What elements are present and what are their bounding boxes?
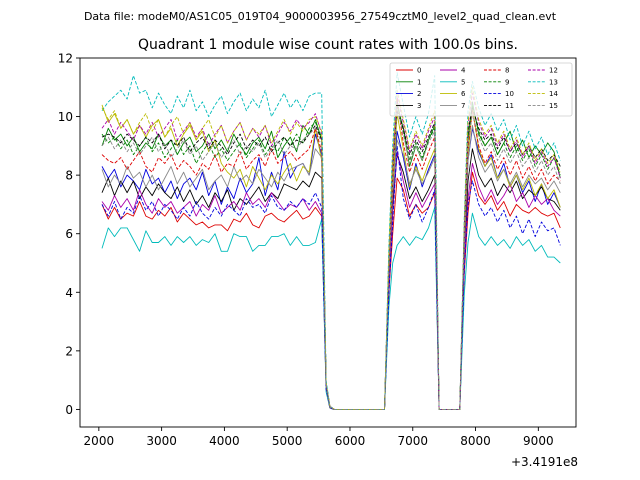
- y-tick-label-4: 4: [65, 286, 73, 300]
- x-tick-label-3000: 3000: [146, 434, 177, 448]
- series-line-14: [101, 86, 561, 410]
- x-tick-label-4000: 4000: [209, 434, 240, 448]
- x-tick-label-8000: 8000: [460, 434, 491, 448]
- legend-label-1: 1: [417, 78, 421, 86]
- legend-label-8: 8: [505, 67, 509, 75]
- chart-title: Quadrant 1 module wise count rates with …: [138, 37, 518, 53]
- legend-label-9: 9: [505, 78, 509, 86]
- legend-label-5: 5: [461, 78, 465, 86]
- y-tick-label-12: 12: [58, 52, 73, 66]
- legend-label-10: 10: [505, 90, 514, 98]
- x-tick-label-7000: 7000: [397, 434, 428, 448]
- legend-label-13: 13: [549, 78, 558, 86]
- legend-label-2: 2: [417, 90, 421, 98]
- legend-label-4: 4: [461, 67, 466, 75]
- legend-label-7: 7: [461, 102, 465, 110]
- data-file-label: Data file: modeM0/AS1C05_019T04_90000039…: [84, 10, 557, 23]
- legend-label-14: 14: [549, 90, 558, 98]
- y-tick-label-0: 0: [65, 403, 73, 417]
- legend-box: [389, 62, 573, 117]
- series-line-11: [101, 107, 561, 410]
- legend-label-6: 6: [461, 90, 466, 98]
- x-tick-label-5000: 5000: [272, 434, 303, 448]
- legend-label-3: 3: [417, 102, 421, 110]
- y-tick-label-2: 2: [65, 344, 73, 358]
- legend-label-15: 15: [549, 102, 558, 110]
- x-tick-label-2000: 2000: [84, 434, 115, 448]
- plot-frame: [79, 57, 577, 428]
- y-tick-label-10: 10: [58, 110, 73, 124]
- plot-area: 2000 3000 4000 5000 6000 7000 8000 900002468101…: [58, 52, 577, 448]
- series-group: [101, 72, 561, 410]
- legend-label-11: 11: [505, 102, 514, 110]
- x-tick-label-6000: 6000: [335, 434, 366, 448]
- legend-label-0: 0: [417, 67, 421, 75]
- series-line-15: [101, 107, 561, 410]
- y-tick-label-6: 6: [65, 227, 73, 241]
- x-tick-label-9000: 9000: [523, 434, 554, 448]
- y-tick-label-8: 8: [65, 169, 73, 183]
- legend-label-12: 12: [549, 67, 558, 75]
- x-offset-label: +3.4191e8: [511, 455, 578, 469]
